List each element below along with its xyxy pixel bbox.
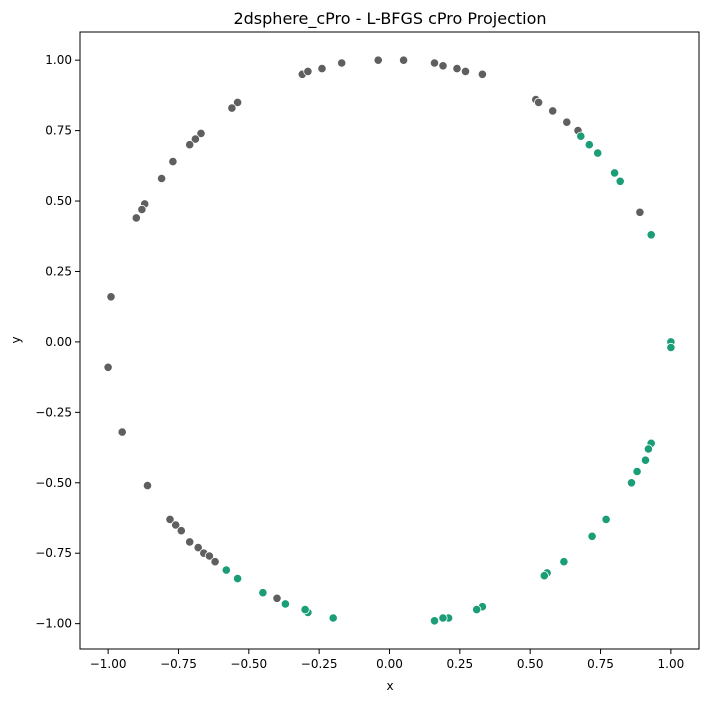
data-point-green-12 <box>626 478 637 488</box>
data-point-gray-18 <box>227 103 237 113</box>
data-point-gray-5 <box>398 55 409 65</box>
data-point-gray-9 <box>460 66 471 77</box>
points-layer <box>103 55 676 626</box>
x-tick-label: 0.25 <box>446 657 473 671</box>
data-point-gray-7 <box>438 61 448 71</box>
x-tick-label: 0.75 <box>587 657 614 671</box>
data-point-gray-4 <box>373 55 383 65</box>
data-point-green-28 <box>233 573 243 584</box>
data-point-gray-3 <box>337 58 347 68</box>
x-axis-label: x <box>386 679 393 693</box>
x-tick-label: 1.00 <box>658 657 685 671</box>
data-point-gray-30 <box>142 480 153 491</box>
x-tick-label: −0.50 <box>230 657 267 671</box>
data-point-gray-17 <box>233 97 243 108</box>
data-point-green-5 <box>646 230 656 240</box>
data-point-green-21 <box>438 613 448 623</box>
data-point-gray-14 <box>562 117 572 127</box>
data-point-gray-38 <box>210 557 220 567</box>
x-tick-label: −1.00 <box>90 657 127 671</box>
data-point-gray-26 <box>131 213 141 223</box>
data-point-gray-32 <box>171 520 181 530</box>
x-axis: −1.00 −0.75 −0.50 −0.25 0.00 0.25 0.50 0.75 1.00 <box>90 649 684 671</box>
data-point-green-19 <box>472 604 482 615</box>
data-point-green-25 <box>300 604 310 615</box>
data-point-gray-10 <box>477 69 487 79</box>
y-tick-label: 0.25 <box>45 264 72 278</box>
data-point-green-11 <box>632 466 642 477</box>
data-point-green-9 <box>643 444 654 454</box>
data-point-green-1 <box>584 140 594 150</box>
data-point-green-2 <box>593 148 603 158</box>
data-point-gray-21 <box>185 140 195 150</box>
y-tick-label: −0.75 <box>35 546 72 560</box>
data-point-gray-13 <box>548 106 558 116</box>
data-point-gray-20 <box>190 134 200 144</box>
y-axis: −1.00 −0.75 −0.50 −0.25 0.00 0.25 0.50 0.75 1.00 <box>35 53 80 631</box>
data-point-gray-33 <box>176 526 186 536</box>
data-point-gray-28 <box>103 362 113 372</box>
data-point-green-0 <box>576 131 586 141</box>
data-point-gray-34 <box>185 537 195 547</box>
y-tick-label: 0.00 <box>45 335 72 349</box>
data-point-gray-35 <box>193 542 203 553</box>
y-tick-label: 0.75 <box>45 124 72 138</box>
data-point-green-26 <box>280 599 290 609</box>
data-point-gray-23 <box>157 173 167 184</box>
data-point-gray-37 <box>204 551 214 561</box>
plot-frame <box>79 31 700 650</box>
data-point-green-17 <box>539 571 549 581</box>
data-point-green-7 <box>666 342 676 353</box>
y-tick-label: −0.50 <box>35 476 72 490</box>
x-tick-label: 0.00 <box>376 657 403 671</box>
data-point-gray-19 <box>196 128 206 138</box>
data-point-green-15 <box>559 557 569 567</box>
data-point-gray-22 <box>168 157 178 167</box>
data-point-gray-31 <box>165 514 175 525</box>
data-point-gray-1 <box>303 66 313 77</box>
x-tick-label: 0.50 <box>517 657 544 671</box>
data-point-green-29 <box>221 565 231 575</box>
data-point-gray-2 <box>317 64 327 74</box>
data-point-gray-16 <box>635 207 645 217</box>
data-point-gray-29 <box>117 427 127 437</box>
y-tick-label: 1.00 <box>45 53 72 67</box>
data-point-green-3 <box>609 168 620 178</box>
chart-title: 2dsphere_cPro - L-BFGS cPro Projection <box>233 9 546 29</box>
data-point-green-27 <box>258 588 268 598</box>
data-point-green-13 <box>601 514 611 525</box>
y-axis-label: y <box>9 336 23 343</box>
y-tick-label: −1.00 <box>35 617 72 631</box>
y-tick-label: −0.25 <box>35 405 72 419</box>
data-point-gray-6 <box>429 58 440 68</box>
y-tick-label: 0.50 <box>45 194 72 208</box>
data-point-gray-12 <box>533 97 544 108</box>
data-point-green-10 <box>640 455 651 465</box>
data-point-green-23 <box>328 613 338 623</box>
data-point-gray-25 <box>137 204 147 215</box>
data-point-green-14 <box>587 531 597 541</box>
data-point-green-4 <box>615 176 625 186</box>
data-point-gray-39 <box>272 593 282 603</box>
data-point-green-22 <box>429 616 440 626</box>
x-tick-label: −0.25 <box>301 657 338 671</box>
data-point-gray-8 <box>452 64 462 74</box>
x-tick-label: −0.75 <box>160 657 197 671</box>
data-point-gray-27 <box>106 292 116 302</box>
